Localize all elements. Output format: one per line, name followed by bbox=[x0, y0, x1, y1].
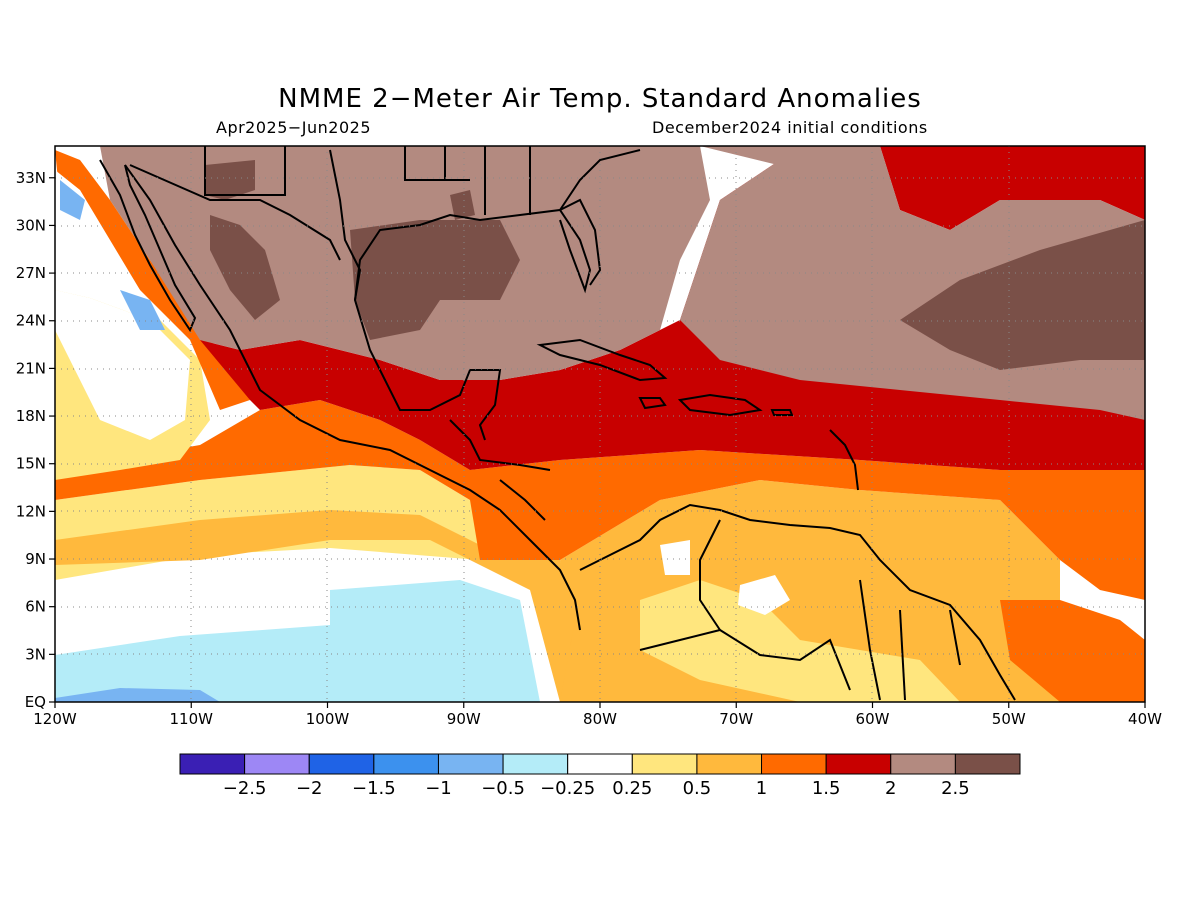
lat-tick-label: 24N bbox=[16, 312, 46, 330]
colorbar-swatch bbox=[890, 753, 956, 775]
colorbar-swatch bbox=[373, 753, 439, 775]
colorbar-swatch bbox=[502, 753, 569, 775]
forecast-period: Apr2025−Jun2025 bbox=[216, 118, 372, 137]
colorbar-label: 1 bbox=[756, 778, 767, 799]
colorbar-label: −1 bbox=[425, 778, 452, 799]
longitude-axis: 120W 110W 100W 90W 80W 70W 60W 50W 40W bbox=[33, 702, 1162, 728]
colorbar-label: −2 bbox=[296, 778, 323, 799]
colorbar-swatch bbox=[567, 753, 633, 775]
coastlines bbox=[99, 146, 1016, 701]
colorbar-swatch bbox=[437, 753, 504, 775]
colorbar-swatch bbox=[631, 753, 698, 775]
colorbar-label: 2 bbox=[885, 778, 896, 799]
colorbar: −2.5 −2 −1.5 −1 −0.5 −0.25 0.25 0.5 1 1.5 2 2.5 bbox=[179, 753, 1021, 799]
lon-tick-label: 80W bbox=[583, 710, 617, 728]
lat-tick-label: 21N bbox=[16, 359, 46, 377]
lat-tick-label: 15N bbox=[16, 455, 46, 473]
colorbar-swatch bbox=[696, 753, 763, 775]
colorbar-swatch bbox=[179, 753, 246, 775]
map-title: NMME 2−Meter Air Temp. Standard Anomalie… bbox=[278, 84, 922, 114]
lat-tick-label: EQ bbox=[25, 693, 46, 711]
lon-tick-label: 50W bbox=[992, 710, 1026, 728]
anomaly-field bbox=[55, 146, 1145, 702]
colorbar-swatch bbox=[761, 753, 827, 775]
latitude-axis: EQ 3N 6N 9N 12N 15N 18N 21N 24N 27N 30N 33N bbox=[16, 169, 55, 711]
colorbar-label: 0.5 bbox=[683, 778, 712, 799]
colorbar-label: 1.5 bbox=[812, 778, 841, 799]
colorbar-label: −0.25 bbox=[540, 778, 595, 799]
lon-tick-label: 110W bbox=[170, 710, 214, 728]
lon-tick-label: 120W bbox=[33, 710, 77, 728]
lat-tick-label: 27N bbox=[16, 264, 46, 282]
colorbar-swatch bbox=[825, 753, 892, 775]
lon-tick-label: 100W bbox=[306, 710, 350, 728]
colorbar-swatch bbox=[954, 753, 1021, 775]
lat-tick-label: 18N bbox=[16, 407, 46, 425]
lat-tick-label: 33N bbox=[16, 169, 46, 187]
lon-tick-label: 70W bbox=[719, 710, 753, 728]
lat-tick-label: 6N bbox=[25, 598, 46, 616]
lat-tick-label: 30N bbox=[16, 216, 46, 234]
lat-tick-label: 3N bbox=[25, 645, 46, 663]
colorbar-label: 0.25 bbox=[612, 778, 652, 799]
lat-tick-label: 12N bbox=[16, 502, 46, 520]
colorbar-swatch bbox=[244, 753, 310, 775]
initial-conditions: December2024 initial conditions bbox=[652, 118, 928, 137]
lon-tick-label: 40W bbox=[1128, 710, 1162, 728]
colorbar-swatch bbox=[308, 753, 375, 775]
colorbar-label: −0.5 bbox=[481, 778, 525, 799]
lat-tick-label: 9N bbox=[25, 550, 46, 568]
colorbar-label: −1.5 bbox=[352, 778, 396, 799]
colorbar-label: 2.5 bbox=[941, 778, 970, 799]
colorbar-label: −2.5 bbox=[223, 778, 267, 799]
lon-tick-label: 90W bbox=[447, 710, 481, 728]
lon-tick-label: 60W bbox=[856, 710, 890, 728]
